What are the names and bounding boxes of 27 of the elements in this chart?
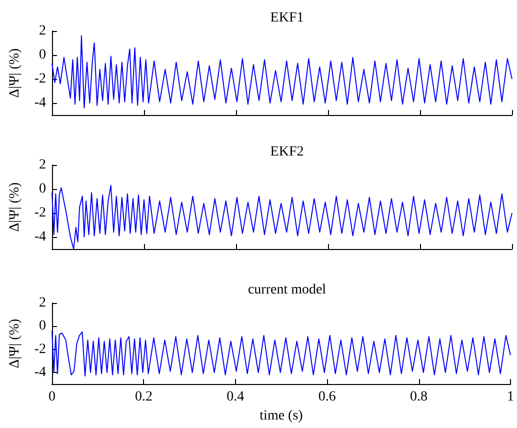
y-tick-label: 0 — [39, 48, 46, 62]
y-tick-label: 2 — [39, 296, 46, 310]
x-axis-title: time (s) — [260, 408, 304, 424]
y-axis-title: Δ|Ψ| (%) — [8, 48, 22, 98]
y-tick-label: -2 — [34, 342, 46, 357]
x-tick-label: 0.6 — [318, 390, 336, 405]
y-tick-label: 2 — [39, 158, 46, 172]
x-tick-label: 0.4 — [226, 390, 244, 405]
y-tick-label: -2 — [34, 72, 46, 86]
x-tick-label: 0 — [48, 390, 56, 405]
y-axis-title: Δ|Ψ| (%) — [8, 318, 22, 368]
y-tick-label: 2 — [39, 24, 46, 38]
x-tick-label: 0.2 — [134, 390, 152, 405]
x-tick-label: 0.8 — [410, 390, 428, 405]
y-tick-label: 0 — [39, 318, 46, 334]
y-tick-label: -2 — [34, 206, 46, 220]
x-tick-label: 1 — [507, 390, 514, 405]
line-series — [52, 35, 512, 108]
y-axis-title: Δ|Ψ| (%) — [8, 182, 22, 232]
y-tick-label: -4 — [34, 96, 46, 110]
chart-title: EKF1 — [270, 10, 304, 26]
chart-title: current model — [248, 282, 326, 298]
y-tick-label: -4 — [34, 230, 46, 244]
y-tick-label: 0 — [39, 182, 46, 196]
chart-title: EKF2 — [270, 144, 304, 160]
line-series — [52, 330, 511, 376]
y-tick-label: -4 — [34, 365, 46, 380]
